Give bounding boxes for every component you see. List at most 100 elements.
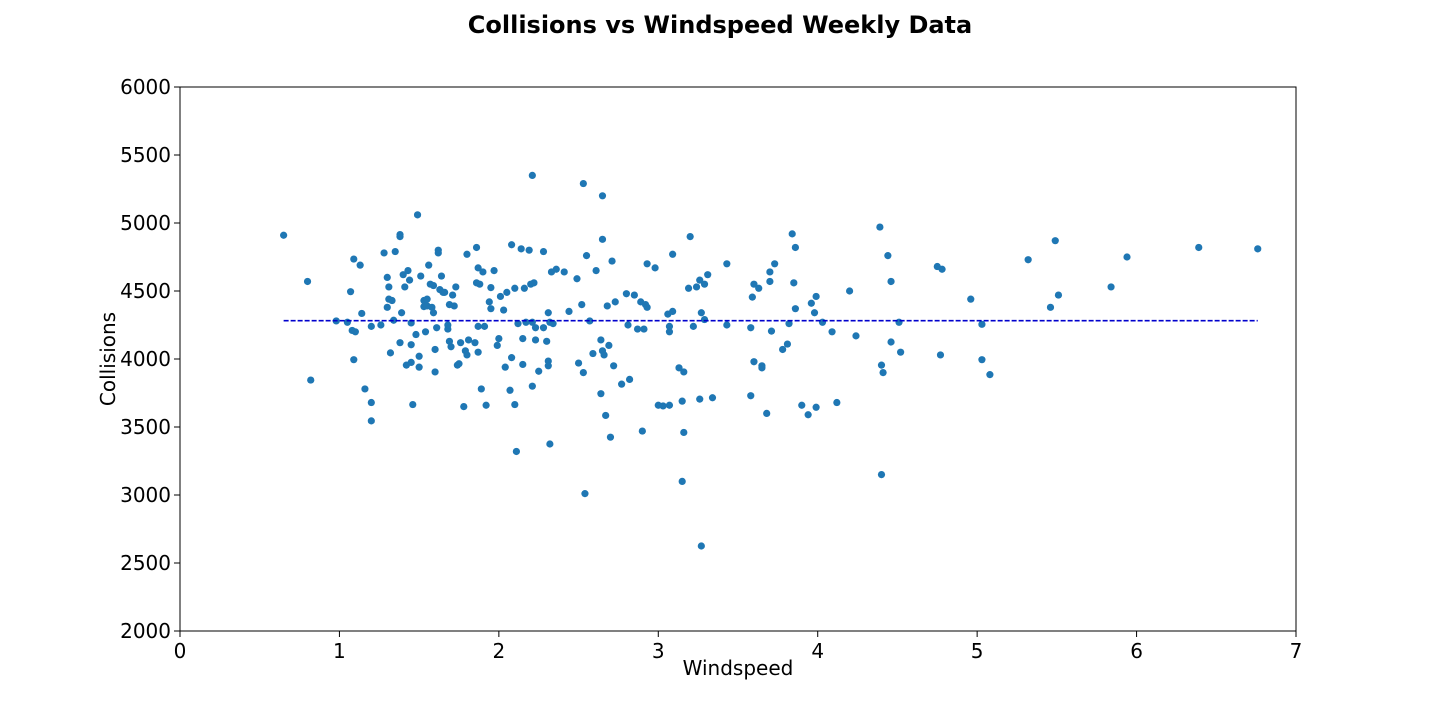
data-point xyxy=(479,268,487,276)
data-point xyxy=(669,250,677,258)
data-point xyxy=(512,447,520,456)
data-point xyxy=(501,363,509,371)
data-point xyxy=(665,322,674,330)
data-point xyxy=(638,427,646,435)
data-point xyxy=(643,303,651,311)
data-point xyxy=(543,337,551,345)
y-tick-label: 6000 xyxy=(120,75,171,99)
data-point xyxy=(425,261,433,269)
data-point xyxy=(771,260,779,268)
data-point xyxy=(750,280,758,288)
data-point xyxy=(574,359,583,367)
data-point xyxy=(879,369,887,377)
data-point xyxy=(514,320,522,328)
data-point xyxy=(487,305,495,313)
data-point xyxy=(361,385,369,393)
data-point xyxy=(602,411,610,420)
data-point xyxy=(343,318,351,326)
data-point xyxy=(367,398,375,407)
y-tick-label: 4500 xyxy=(120,279,171,303)
data-point xyxy=(788,230,796,238)
data-point xyxy=(643,260,651,268)
data-point xyxy=(692,283,701,291)
data-point xyxy=(877,471,886,479)
data-point xyxy=(412,330,420,339)
data-point xyxy=(704,271,712,279)
chart-title: Collisions vs Windspeed Weekly Data xyxy=(468,11,972,39)
y-tick-label: 2500 xyxy=(120,551,171,575)
data-point xyxy=(696,395,704,403)
data-point xyxy=(429,309,438,317)
data-point xyxy=(578,301,586,309)
data-point xyxy=(723,321,731,329)
data-point xyxy=(936,351,945,359)
data-points xyxy=(280,171,1262,550)
data-point xyxy=(630,291,638,299)
data-point xyxy=(766,268,774,276)
data-point xyxy=(495,335,503,343)
data-point xyxy=(758,364,766,372)
data-point xyxy=(810,309,819,317)
data-point xyxy=(938,265,946,273)
data-point xyxy=(592,267,600,275)
data-point xyxy=(350,255,358,263)
x-tick-label: 2 xyxy=(492,639,505,663)
x-tick-label: 6 xyxy=(1130,639,1143,663)
data-point xyxy=(696,276,704,284)
data-point xyxy=(700,280,709,288)
data-point xyxy=(605,341,613,349)
y-tick-label: 5500 xyxy=(120,143,171,167)
data-point xyxy=(750,358,758,366)
data-point xyxy=(520,284,528,292)
data-point xyxy=(351,328,359,336)
data-point xyxy=(1024,256,1032,264)
data-point xyxy=(380,249,388,257)
data-point xyxy=(544,309,552,317)
data-point xyxy=(500,306,508,314)
data-point xyxy=(597,390,605,398)
data-point xyxy=(589,349,597,358)
data-point xyxy=(433,324,441,332)
data-point xyxy=(517,245,525,253)
data-point xyxy=(506,386,514,394)
data-point xyxy=(485,298,493,306)
data-point xyxy=(828,328,836,336)
data-point xyxy=(684,284,693,292)
data-point xyxy=(444,321,452,329)
data-point xyxy=(428,303,436,311)
data-point xyxy=(346,288,355,296)
data-point xyxy=(1254,245,1262,253)
data-point xyxy=(496,292,505,301)
data-point xyxy=(608,257,616,265)
y-tick-label: 2000 xyxy=(120,619,171,643)
data-point xyxy=(358,309,366,318)
data-point xyxy=(748,293,756,301)
data-point xyxy=(606,433,615,441)
data-point xyxy=(307,376,315,384)
data-point xyxy=(665,401,674,409)
data-point xyxy=(447,343,455,351)
data-point xyxy=(530,279,538,287)
data-point xyxy=(511,400,519,409)
data-point xyxy=(1195,243,1203,252)
data-point xyxy=(747,392,755,400)
data-point xyxy=(597,336,605,344)
data-point xyxy=(407,358,415,366)
data-point xyxy=(598,235,607,243)
data-point xyxy=(413,211,422,219)
x-tick-label: 5 xyxy=(971,639,984,663)
data-point xyxy=(812,292,820,301)
data-point xyxy=(431,368,439,376)
data-point xyxy=(528,382,536,390)
data-point xyxy=(895,318,903,326)
data-point xyxy=(697,309,705,317)
data-point xyxy=(383,273,391,281)
data-point xyxy=(812,403,820,411)
data-point xyxy=(887,338,895,346)
data-point xyxy=(818,318,827,326)
data-point xyxy=(396,339,404,347)
data-point xyxy=(463,351,471,359)
data-point xyxy=(785,320,793,328)
data-point xyxy=(528,171,536,179)
data-point xyxy=(581,490,589,498)
